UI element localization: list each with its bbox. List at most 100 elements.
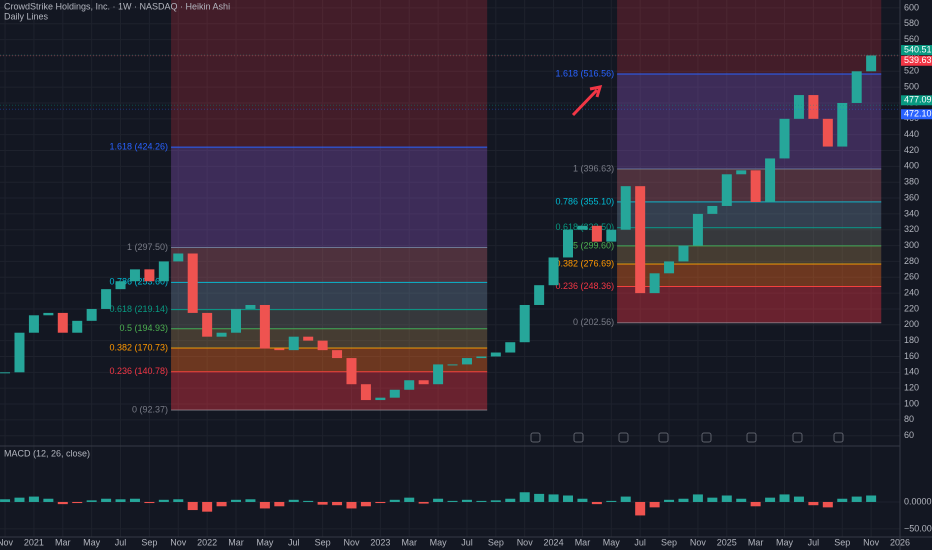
fib-label: 1.618 (516.56) — [556, 68, 615, 78]
macd-bar — [721, 495, 732, 502]
candle — [303, 336, 314, 341]
macd-bar — [563, 495, 574, 502]
fib-label: 0.382 (170.73) — [110, 342, 169, 352]
candle — [534, 285, 545, 305]
x-tick-label: Jul — [115, 537, 127, 547]
fib-band — [617, 169, 882, 202]
candle — [548, 257, 559, 286]
price-tag — [901, 95, 932, 106]
candle — [231, 308, 242, 333]
macd-bar — [216, 501, 227, 507]
candle — [793, 95, 804, 119]
candle — [476, 356, 487, 359]
macd-bar — [678, 498, 689, 502]
earnings-icons — [530, 432, 844, 443]
y-tick-label: 580 — [904, 18, 919, 28]
macd-bar — [332, 501, 343, 506]
x-tick-label: Nov — [0, 537, 14, 547]
macd-bar — [447, 500, 458, 502]
candle — [563, 229, 574, 258]
y-tick-label: 200 — [904, 319, 919, 329]
candle — [57, 312, 68, 333]
fib-band — [171, 247, 488, 283]
fib-label: 0.786 (355.10) — [556, 196, 615, 206]
candle — [101, 289, 112, 309]
macd-bar — [433, 498, 444, 502]
macd-bar — [635, 501, 646, 516]
candle — [461, 358, 472, 365]
x-tick-label: Sep — [834, 537, 850, 547]
x-tick-label: 2024 — [544, 537, 564, 547]
macd-bar — [202, 501, 213, 512]
candle — [0, 372, 11, 374]
x-tick-label: May — [603, 537, 621, 547]
y-tick-label: 180 — [904, 335, 919, 345]
price-tag-label: 477.09 — [904, 95, 932, 105]
chart-title: CrowdStrike Holdings, Inc. · 1W · NASDAQ… — [4, 1, 230, 11]
candle — [447, 364, 458, 366]
candle — [86, 308, 97, 321]
y-tick-label: 500 — [904, 82, 919, 92]
x-tick-label: Sep — [661, 537, 677, 547]
macd-bar — [505, 498, 516, 502]
macd-bar — [476, 500, 487, 502]
macd-bar — [793, 496, 804, 502]
fib-band — [171, 328, 488, 348]
macd-bar — [0, 499, 11, 502]
y-tick-label: 300 — [904, 240, 919, 250]
macd-bar — [649, 501, 660, 508]
candle — [721, 174, 732, 206]
y-tick-label: 340 — [904, 208, 919, 218]
fib-label: 1 (297.50) — [127, 242, 168, 252]
candle — [577, 225, 588, 230]
candle — [144, 269, 155, 282]
macd-bar — [187, 501, 198, 511]
macd-bar — [375, 501, 386, 504]
macd-bar — [866, 495, 877, 502]
x-tick-label: 2023 — [370, 537, 390, 547]
price-tag-label: 539.63 — [904, 55, 932, 65]
x-tick-label: 2021 — [24, 537, 44, 547]
fib-label: 0 (92.37) — [132, 404, 168, 414]
candle — [173, 253, 184, 262]
macd-bar — [577, 498, 588, 502]
candle — [779, 118, 790, 159]
candle — [736, 170, 747, 175]
candle — [591, 225, 602, 242]
fib-label: 0.236 (140.78) — [110, 366, 169, 376]
candle — [14, 332, 25, 373]
x-tick-label: Jul — [288, 537, 300, 547]
candle — [490, 352, 501, 357]
fib-band — [617, 74, 882, 170]
candle — [245, 304, 256, 309]
macd-bar — [519, 492, 530, 502]
x-tick-label: Jul — [461, 537, 473, 547]
y-tick-label: 380 — [904, 177, 919, 187]
macd-bar — [317, 501, 328, 505]
x-tick-label: Mar — [55, 537, 71, 547]
fib-label: 0.5 (299.60) — [566, 240, 615, 250]
fib-background — [171, 0, 488, 411]
macd-bar — [404, 497, 415, 502]
candle — [332, 350, 343, 359]
y-tick-label: 560 — [904, 34, 919, 44]
y-tick-label: 220 — [904, 303, 919, 313]
macd-bar — [360, 501, 371, 507]
candle — [259, 304, 270, 349]
fib-label: 0.786 (253.60) — [110, 277, 169, 287]
candle — [707, 205, 718, 214]
macd-bar — [779, 494, 790, 502]
x-tick-label: May — [430, 537, 448, 547]
x-tick-label: Mar — [575, 537, 591, 547]
y-tick-label: 400 — [904, 161, 919, 171]
x-tick-label: 2022 — [197, 537, 217, 547]
macd-bar — [851, 496, 862, 502]
fib-label: 0 (202.56) — [573, 317, 614, 327]
price-tag — [901, 45, 932, 56]
macd-title: MACD (12, 26, close) — [4, 448, 90, 458]
y-tick-label: 600 — [904, 2, 919, 12]
macd-bar — [389, 499, 400, 502]
